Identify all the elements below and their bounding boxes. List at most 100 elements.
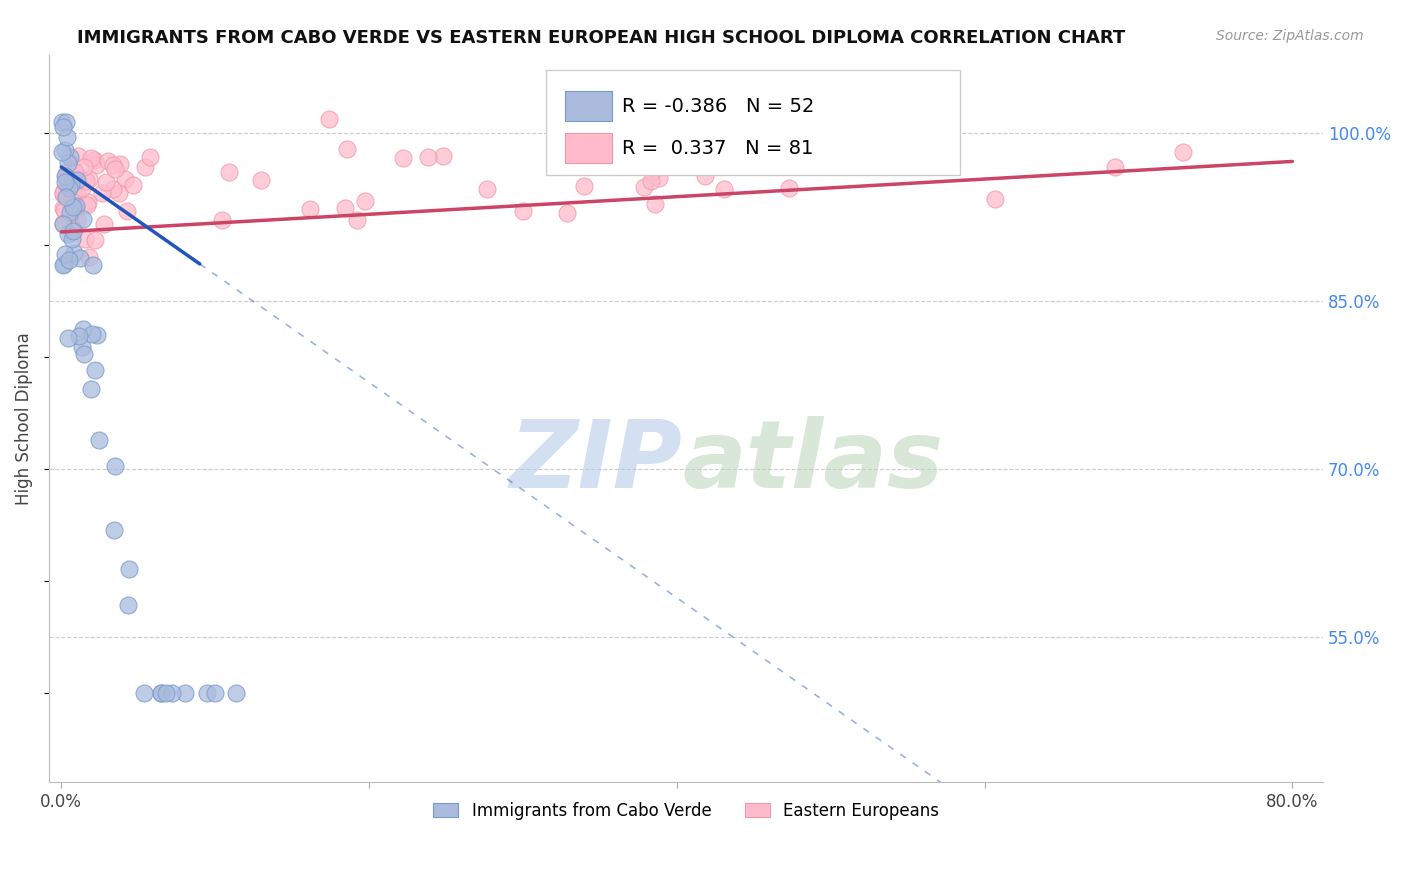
Point bbox=[695, 169, 717, 183]
Point bbox=[117, 598, 139, 612]
Point bbox=[63, 223, 86, 237]
Point bbox=[52, 183, 75, 197]
Point bbox=[572, 179, 595, 194]
Point bbox=[138, 151, 160, 165]
Point bbox=[77, 194, 100, 209]
Point bbox=[97, 154, 120, 169]
Point bbox=[58, 181, 80, 195]
Text: IMMIGRANTS FROM CABO VERDE VS EASTERN EUROPEAN HIGH SCHOOL DIPLOMA CORRELATION C: IMMIGRANTS FROM CABO VERDE VS EASTERN EU… bbox=[77, 29, 1126, 46]
Point bbox=[744, 135, 766, 149]
Point bbox=[55, 130, 77, 145]
Point bbox=[52, 257, 75, 271]
Point bbox=[101, 182, 124, 196]
Point bbox=[869, 107, 891, 121]
Point bbox=[174, 686, 197, 700]
Point bbox=[58, 253, 80, 268]
FancyBboxPatch shape bbox=[565, 91, 612, 121]
Point bbox=[644, 197, 666, 211]
Point bbox=[55, 169, 77, 183]
Point bbox=[641, 165, 664, 179]
Point bbox=[52, 120, 75, 134]
Point bbox=[346, 213, 368, 227]
Point bbox=[53, 144, 76, 158]
Legend: Immigrants from Cabo Verde, Eastern Europeans: Immigrants from Cabo Verde, Eastern Euro… bbox=[426, 795, 946, 826]
Point bbox=[588, 113, 610, 128]
Point bbox=[392, 151, 415, 165]
Point bbox=[55, 115, 77, 129]
Point bbox=[797, 134, 820, 148]
Text: Source: ZipAtlas.com: Source: ZipAtlas.com bbox=[1216, 29, 1364, 43]
Point bbox=[77, 172, 100, 186]
Point bbox=[55, 190, 77, 204]
Point bbox=[72, 340, 94, 354]
Point bbox=[155, 686, 177, 700]
Point bbox=[416, 151, 439, 165]
Point bbox=[984, 192, 1007, 206]
Point bbox=[84, 158, 107, 172]
Point bbox=[52, 186, 75, 201]
Point bbox=[59, 179, 82, 194]
Point bbox=[103, 523, 125, 537]
Point bbox=[555, 205, 578, 219]
Point bbox=[633, 180, 655, 194]
Text: atlas: atlas bbox=[682, 417, 943, 508]
Point bbox=[108, 186, 131, 201]
Point bbox=[299, 202, 322, 216]
Point bbox=[82, 258, 104, 272]
Point bbox=[150, 686, 173, 700]
Point bbox=[80, 151, 103, 165]
Point bbox=[640, 173, 662, 187]
Point bbox=[211, 213, 233, 227]
Point bbox=[477, 182, 499, 196]
Point bbox=[1171, 145, 1194, 160]
Point bbox=[65, 169, 87, 183]
Point bbox=[66, 187, 89, 202]
Point bbox=[778, 181, 800, 195]
Point bbox=[91, 186, 114, 200]
Point bbox=[904, 158, 927, 172]
Point bbox=[62, 224, 84, 238]
Point bbox=[204, 686, 226, 700]
Point bbox=[512, 203, 534, 218]
Point bbox=[104, 161, 127, 176]
Point bbox=[59, 177, 82, 191]
Point bbox=[218, 164, 240, 178]
Point bbox=[1104, 160, 1126, 174]
Point bbox=[69, 251, 91, 265]
FancyBboxPatch shape bbox=[565, 133, 612, 163]
Point bbox=[333, 201, 356, 215]
Point bbox=[62, 186, 84, 201]
Point bbox=[73, 231, 96, 245]
Point bbox=[60, 172, 83, 186]
Point bbox=[55, 175, 77, 189]
Point bbox=[115, 204, 138, 219]
Point bbox=[53, 169, 76, 183]
Point bbox=[83, 153, 105, 167]
Point bbox=[52, 258, 75, 272]
Point bbox=[72, 180, 94, 194]
Point bbox=[59, 161, 82, 176]
Point bbox=[73, 347, 96, 361]
Point bbox=[53, 202, 76, 217]
Point bbox=[134, 160, 156, 174]
Point bbox=[86, 328, 108, 343]
Point bbox=[250, 173, 273, 187]
Point bbox=[75, 174, 97, 188]
Point bbox=[52, 186, 75, 201]
Point bbox=[56, 227, 79, 241]
Point bbox=[84, 363, 107, 377]
Point bbox=[56, 331, 79, 345]
Point bbox=[66, 173, 89, 187]
Point bbox=[62, 246, 84, 260]
FancyBboxPatch shape bbox=[546, 70, 960, 175]
Point bbox=[55, 167, 77, 181]
Point bbox=[63, 165, 86, 179]
Point bbox=[557, 132, 579, 146]
Point bbox=[67, 329, 90, 343]
Point bbox=[118, 562, 141, 576]
Point bbox=[65, 199, 87, 213]
Point bbox=[56, 172, 79, 186]
Point bbox=[101, 158, 124, 172]
Point bbox=[52, 217, 75, 231]
Y-axis label: High School Diploma: High School Diploma bbox=[15, 333, 32, 505]
